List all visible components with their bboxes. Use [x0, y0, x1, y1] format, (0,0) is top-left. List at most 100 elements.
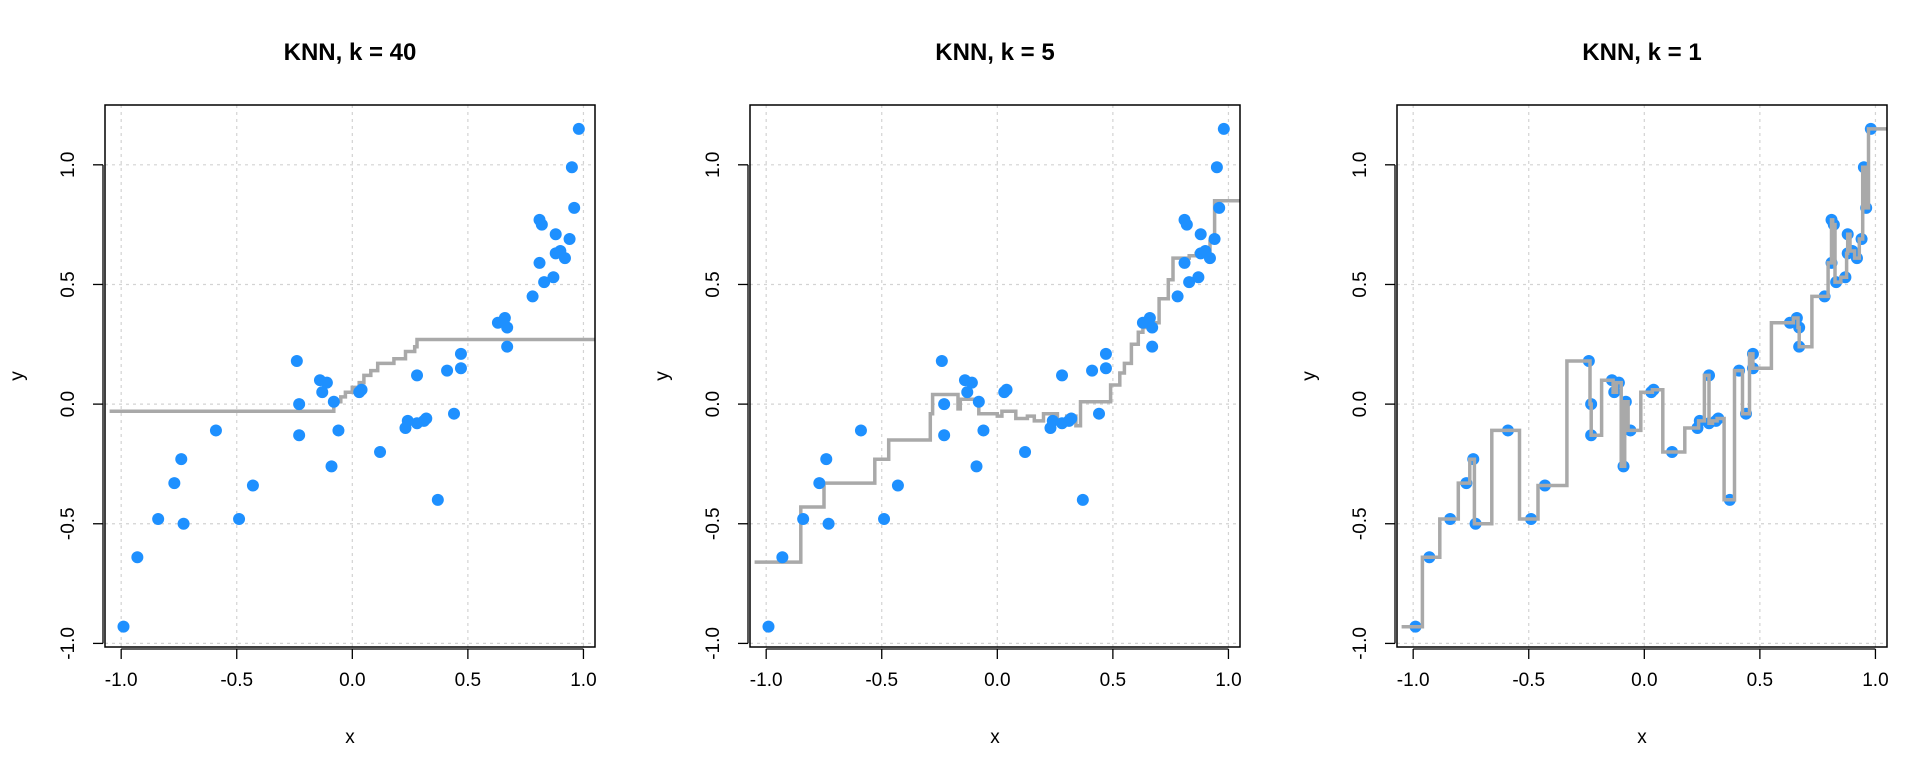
data-point — [1093, 407, 1106, 420]
data-point — [563, 233, 576, 246]
data-point — [168, 477, 181, 490]
data-point — [538, 276, 551, 289]
x-tick-label: -0.5 — [220, 670, 253, 691]
data-point — [290, 355, 303, 368]
data-point — [1065, 412, 1078, 425]
data-point — [117, 620, 130, 633]
data-point — [1183, 276, 1196, 289]
data-point — [854, 424, 867, 437]
data-point — [547, 271, 560, 284]
y-axis-label: y — [7, 371, 28, 381]
plot-frame — [1396, 104, 1888, 648]
chart-title: KNN, k = 1 — [1582, 39, 1701, 66]
data-point — [325, 460, 338, 473]
data-point — [533, 256, 546, 269]
data-point — [1213, 201, 1226, 214]
data-point — [420, 412, 433, 425]
data-point — [549, 228, 562, 241]
data-point — [970, 460, 983, 473]
data-point — [355, 383, 368, 396]
data-point — [501, 321, 514, 334]
y-tick-label: -1.0 — [58, 627, 79, 660]
y-tick-label: -0.5 — [703, 507, 724, 540]
data-point — [762, 620, 775, 633]
data-point — [878, 512, 891, 525]
chart-panel-3: -1.0 -0.5 0.0 0.5 1.0 -1.0 -0.5 0.0 0.5 1.0 KNN, k… — [1299, 39, 1889, 748]
y-tick-label: -0.5 — [58, 507, 79, 540]
y-tick-label: -1.0 — [1350, 627, 1371, 660]
y-tick-label: -0.5 — [1350, 507, 1371, 540]
x-tick-label: -1.0 — [1397, 670, 1430, 691]
data-point — [1019, 445, 1032, 458]
data-point — [1056, 369, 1069, 382]
data-point — [1178, 256, 1191, 269]
data-point — [1000, 383, 1013, 396]
data-point — [1180, 218, 1193, 231]
data-point — [820, 453, 833, 466]
data-point — [320, 376, 333, 389]
data-point — [454, 362, 467, 375]
data-point — [938, 398, 951, 411]
data-point — [316, 386, 329, 399]
data-point — [1046, 414, 1059, 427]
x-tick-label: 0.5 — [1100, 670, 1126, 691]
y-tick-label: 0.0 — [1350, 391, 1371, 417]
data-point — [568, 201, 581, 214]
y-tick-label: 0.5 — [58, 271, 79, 297]
data-point — [233, 512, 246, 525]
chart-panel-1: -1.0 -0.5 0.0 0.5 1.0 -1.0 -0.5 0.0 0.5 1.0 KNN, k… — [7, 39, 597, 748]
x-axis-label: x — [990, 727, 1000, 748]
data-point — [293, 398, 306, 411]
plot-frame — [104, 104, 596, 648]
data-point — [1208, 233, 1221, 246]
x-tick-label: -1.0 — [105, 670, 138, 691]
data-point — [526, 290, 539, 303]
data-point — [1192, 271, 1205, 284]
data-point — [152, 512, 165, 525]
data-point — [572, 122, 585, 135]
y-tick-label: 0.0 — [703, 391, 724, 417]
y-tick-label: 0.0 — [58, 391, 79, 417]
x-tick-label: -0.5 — [865, 670, 898, 691]
data-point — [1086, 364, 1099, 377]
x-tick-label: 0.5 — [455, 670, 481, 691]
x-tick-label: 1.0 — [1215, 670, 1241, 691]
y-axis-label: y — [652, 371, 673, 381]
data-point — [1217, 122, 1230, 135]
data-point — [776, 551, 789, 564]
data-point — [448, 407, 461, 420]
data-point — [1076, 493, 1089, 506]
data-point — [401, 414, 414, 427]
data-point — [1194, 228, 1207, 241]
y-axis-label: y — [1299, 371, 1320, 381]
data-point — [177, 517, 190, 530]
y-tick-label: 0.5 — [1350, 271, 1371, 297]
y-tick-label: 1.0 — [703, 152, 724, 178]
data-point — [965, 376, 978, 389]
x-tick-label: 0.0 — [1631, 670, 1657, 691]
data-point — [454, 347, 467, 360]
data-point — [797, 512, 810, 525]
data-point — [935, 355, 948, 368]
data-point — [501, 340, 514, 353]
data-point — [293, 429, 306, 442]
data-point — [813, 477, 826, 490]
data-point — [332, 424, 345, 437]
plot-frame — [749, 104, 1241, 648]
data-point — [175, 453, 188, 466]
data-point — [1146, 340, 1159, 353]
data-point — [327, 395, 340, 408]
y-tick-label: 1.0 — [58, 152, 79, 178]
data-point — [209, 424, 222, 437]
data-point — [441, 364, 454, 377]
x-tick-label: -0.5 — [1512, 670, 1545, 691]
data-point — [431, 493, 444, 506]
x-axis-label: x — [1637, 727, 1647, 748]
data-point — [1099, 347, 1112, 360]
x-tick-label: 0.0 — [984, 670, 1010, 691]
data-point — [1203, 252, 1216, 265]
data-point — [374, 445, 387, 458]
data-point — [131, 551, 144, 564]
data-point — [411, 369, 424, 382]
